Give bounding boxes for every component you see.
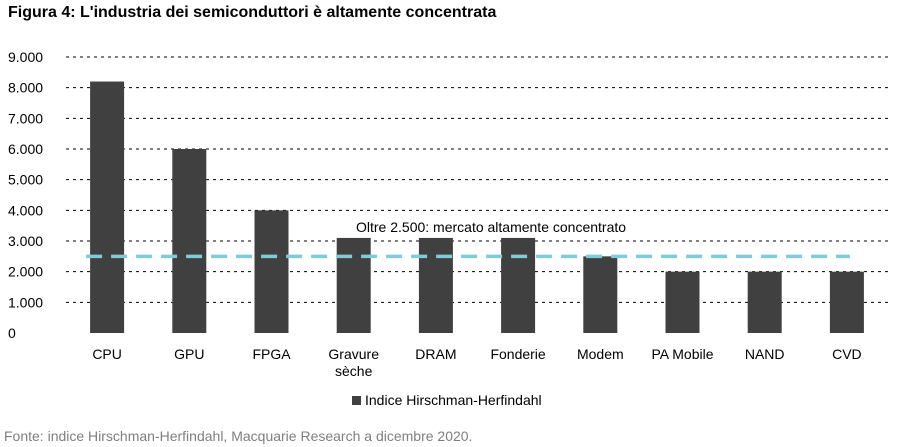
bar	[665, 271, 700, 333]
y-tick-label: 0	[8, 325, 16, 341]
y-tick-label: 3.000	[8, 233, 43, 249]
legend-label: Indice Hirschman-Herfindahl	[365, 392, 542, 408]
y-tick-label: 8.000	[8, 80, 43, 96]
x-tick-label: GPU	[174, 346, 204, 362]
bar	[583, 256, 618, 333]
bar	[501, 237, 536, 333]
x-tick-label: DRAM	[415, 346, 456, 362]
source-note: Fonte: indice Hirschman-Herfindahl, Macq…	[4, 428, 473, 444]
bar	[747, 271, 782, 333]
x-tick-label: Modem	[577, 346, 624, 362]
x-tick-label: NAND	[745, 346, 785, 362]
bar	[418, 237, 453, 333]
bar	[172, 149, 207, 333]
y-tick-label: 5.000	[8, 172, 43, 188]
y-tick-label: 4.000	[8, 202, 43, 218]
threshold-label: Oltre 2.500: mercato altamente concentra…	[356, 219, 626, 235]
y-tick-label: 2.000	[8, 264, 43, 280]
x-tick-label: Gravure	[328, 346, 379, 362]
bar-chart: 0 1.000 2.000 3.000 4.000 5.000 6.000 7.000 8.00…	[8, 49, 888, 408]
bar	[829, 271, 864, 333]
x-tick-label: CVD	[832, 346, 862, 362]
bar	[336, 237, 371, 333]
y-tick-label: 9.000	[8, 49, 43, 65]
bar	[90, 81, 125, 334]
legend-swatch	[352, 396, 361, 405]
x-tick-label: FPGA	[252, 346, 291, 362]
x-tick-label: CPU	[92, 346, 122, 362]
x-tick-label: sèche	[335, 363, 373, 379]
x-tick-label: Fonderie	[490, 346, 545, 362]
y-tick-label: 7.000	[8, 110, 43, 126]
x-tick-label: PA Mobile	[652, 346, 714, 362]
y-tick-label: 1.000	[8, 294, 43, 310]
bar	[254, 210, 289, 333]
y-tick-label: 6.000	[8, 141, 43, 157]
chart-title: Figura 4: L'industria dei semiconduttori…	[8, 4, 497, 21]
